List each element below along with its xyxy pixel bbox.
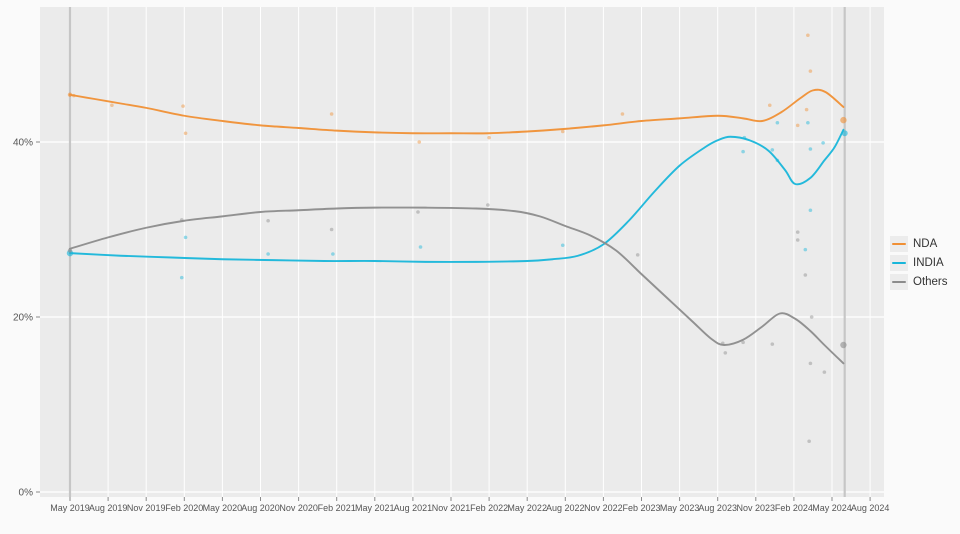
- poll-point: [560, 243, 565, 248]
- legend-key-nda: [890, 236, 908, 252]
- result-marker-point: [841, 130, 848, 137]
- x-tick-label: Feb 2021: [318, 503, 356, 513]
- result-marker-point: [840, 341, 847, 349]
- poll-point: [808, 361, 813, 366]
- legend-key-others: [890, 274, 908, 290]
- poll-point: [809, 315, 814, 319]
- poll-point: [110, 103, 114, 108]
- poll-point: [417, 140, 422, 144]
- poll-point: [183, 131, 188, 136]
- poll-point: [620, 112, 625, 116]
- x-tick-label: Feb 2022: [470, 503, 508, 513]
- poll-point: [329, 227, 334, 232]
- x-tick-label: Aug 2023: [698, 503, 737, 513]
- x-tick-label: Aug 2020: [241, 503, 280, 513]
- result-marker-point: [67, 92, 73, 97]
- poll-point: [329, 112, 334, 116]
- others-line-swatch: [892, 280, 906, 284]
- x-tick-label: Nov 2022: [584, 503, 623, 513]
- poll-point: [808, 147, 813, 151]
- x-tick-label: May 2019: [50, 503, 90, 513]
- poll-point: [179, 275, 184, 280]
- x-tick-label: Feb 2020: [165, 503, 203, 513]
- poll-point: [775, 120, 780, 125]
- poll-point: [808, 69, 813, 73]
- x-tick-label: Aug 2019: [89, 503, 128, 513]
- poll-point: [795, 123, 800, 128]
- legend-item-india: INDIA: [890, 254, 948, 272]
- poll-point: [635, 253, 640, 257]
- poll-point: [723, 351, 728, 355]
- poll-point: [741, 340, 745, 345]
- x-tick-label: Aug 2021: [394, 503, 433, 513]
- legend-key-india: [890, 255, 908, 271]
- poll-point: [486, 203, 490, 207]
- poll-point: [487, 135, 491, 140]
- poll-point: [770, 342, 775, 346]
- y-tick-label: 20%: [13, 313, 33, 324]
- poll-point: [795, 238, 800, 242]
- x-tick-label: Nov 2023: [737, 503, 776, 513]
- poll-point: [821, 141, 825, 145]
- poll-point: [416, 210, 420, 214]
- poll-point: [331, 252, 335, 256]
- y-tick-label: 40%: [13, 138, 33, 149]
- legend-label-india: INDIA: [913, 257, 944, 269]
- poll-point: [770, 148, 775, 152]
- poll-point: [804, 107, 809, 112]
- legend-label-nda: NDA: [913, 238, 938, 250]
- result-marker-point: [840, 116, 847, 124]
- x-tick-label: Feb 2024: [775, 503, 813, 513]
- poll-point: [266, 252, 270, 256]
- x-tick-label: Aug 2022: [546, 503, 585, 513]
- result-marker-point: [67, 248, 73, 253]
- poll-point: [795, 230, 800, 234]
- legend-item-others: Others: [890, 273, 948, 291]
- legend-label-others: Others: [913, 276, 948, 288]
- y-tick-label: 0%: [19, 488, 34, 499]
- poll-point: [560, 129, 565, 134]
- x-tick-label: Nov 2021: [432, 503, 471, 513]
- panel-background: [40, 7, 884, 497]
- x-tick-label: Aug 2024: [851, 503, 890, 513]
- poll-point: [181, 104, 185, 108]
- india-line-swatch: [892, 261, 906, 265]
- x-tick-label: May 2020: [203, 503, 243, 513]
- poll-point: [803, 273, 808, 277]
- poll-point: [266, 218, 270, 223]
- nda-line-swatch: [892, 242, 906, 246]
- poll-point: [806, 33, 810, 38]
- x-tick-label: May 2021: [355, 503, 395, 513]
- poll-point: [803, 247, 808, 252]
- legend: NDA INDIA Others: [890, 235, 948, 291]
- x-tick-label: Feb 2023: [622, 503, 660, 513]
- poll-point: [806, 120, 810, 125]
- legend-item-nda: NDA: [890, 235, 948, 253]
- poll-point: [418, 245, 423, 249]
- x-tick-label: May 2023: [660, 503, 700, 513]
- poll-point: [741, 149, 745, 154]
- poll-point: [183, 235, 188, 240]
- poll-point: [767, 103, 772, 108]
- trend-line-india: [69, 128, 845, 263]
- x-tick-label: Nov 2020: [279, 503, 318, 513]
- poll-point: [807, 439, 811, 444]
- poll-point: [822, 370, 827, 374]
- trend-line-nda: [69, 88, 845, 135]
- trend-line-others: [69, 206, 845, 365]
- x-tick-label: May 2022: [507, 503, 547, 513]
- x-tick-label: May 2024: [812, 503, 852, 513]
- x-tick-label: Nov 2019: [127, 503, 166, 513]
- poll-point: [808, 208, 813, 213]
